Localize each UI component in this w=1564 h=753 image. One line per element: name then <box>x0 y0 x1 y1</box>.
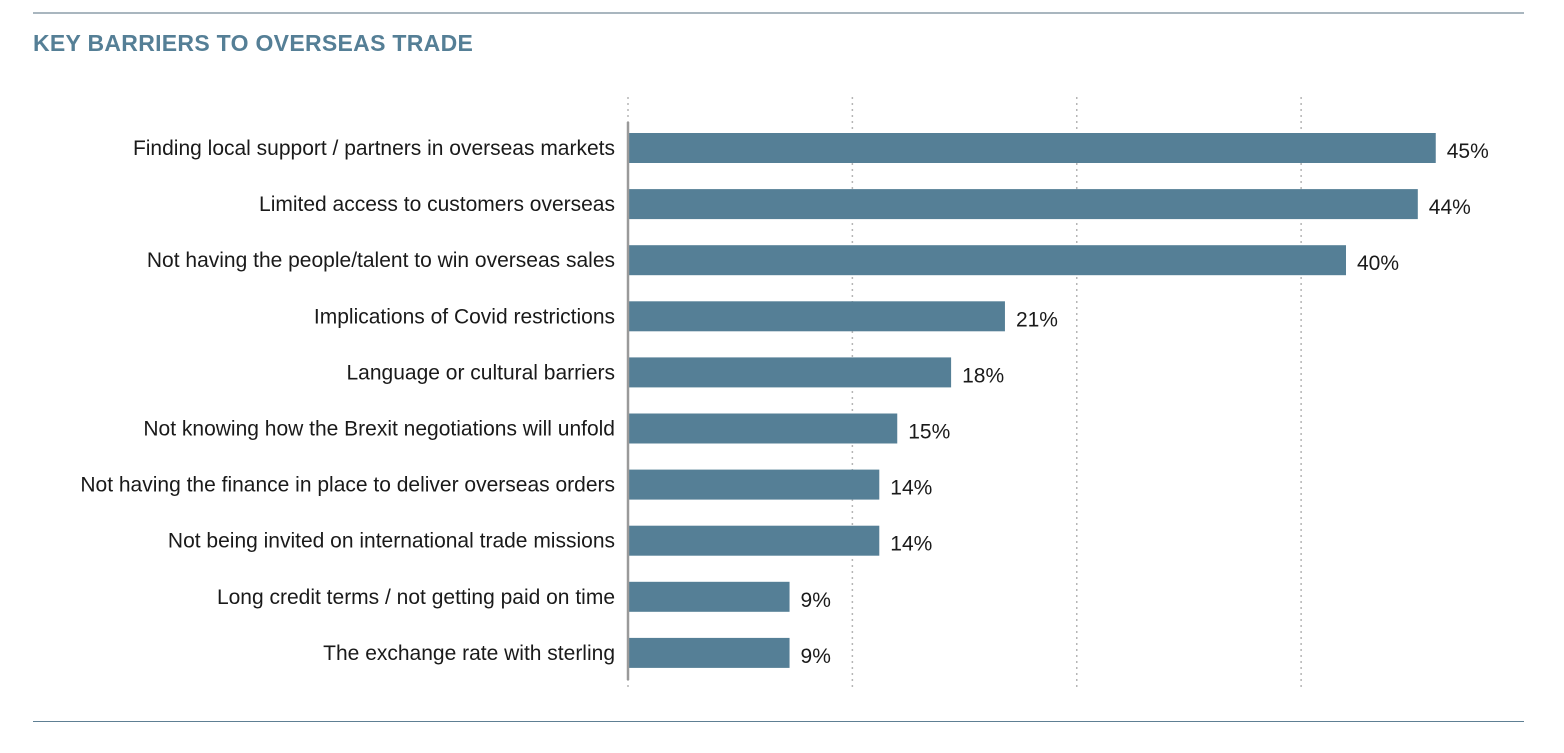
value-labels: 45% 44% 40% 21% 18% 15% 14% 14% 9% 9% <box>801 140 1489 668</box>
category-label: The exchange rate with sterling <box>323 642 615 665</box>
value-label: 44% <box>1429 196 1471 219</box>
value-label: 15% <box>908 421 950 444</box>
bar <box>628 301 1005 332</box>
value-label: 40% <box>1357 252 1399 275</box>
category-label: Not having the people/talent to win over… <box>147 249 615 272</box>
value-label: 45% <box>1447 140 1489 163</box>
bar <box>628 637 790 668</box>
bar <box>628 469 880 500</box>
value-label: 9% <box>801 645 831 668</box>
value-label: 18% <box>962 364 1004 387</box>
category-label: Not being invited on international trade… <box>168 530 615 553</box>
value-label: 14% <box>890 533 932 556</box>
category-label: Language or cultural barriers <box>347 361 616 384</box>
bars <box>628 133 1436 668</box>
category-label: Implications of Covid restrictions <box>314 305 615 328</box>
category-labels: Finding local support / partners in over… <box>80 137 615 665</box>
category-label: Finding local support / partners in over… <box>133 137 615 160</box>
value-label: 14% <box>890 477 932 500</box>
category-label: Not knowing how the Brexit negotiations … <box>143 418 615 441</box>
bar <box>628 245 1346 276</box>
bar <box>628 413 898 444</box>
value-label: 21% <box>1016 308 1058 331</box>
bar <box>628 525 880 556</box>
chart-title: KEY BARRIERS TO OVERSEAS TRADE <box>33 30 474 56</box>
category-label: Limited access to customers overseas <box>259 193 615 216</box>
bar <box>628 133 1436 163</box>
category-label: Long credit terms / not getting paid on … <box>217 586 615 609</box>
category-label: Not having the finance in place to deliv… <box>80 474 615 497</box>
bar <box>628 581 790 612</box>
bar <box>628 357 952 388</box>
bottom-rule <box>33 721 1524 722</box>
top-rule <box>33 12 1524 14</box>
value-label: 9% <box>801 589 831 612</box>
bar <box>628 189 1418 220</box>
